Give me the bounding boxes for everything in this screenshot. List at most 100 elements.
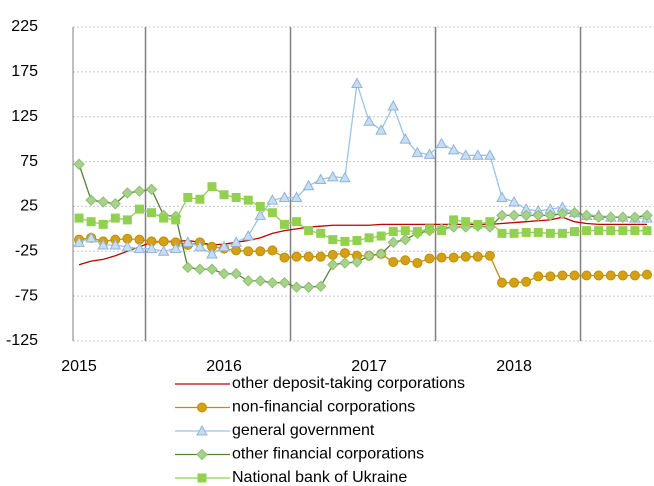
data-point [484,149,496,160]
y-tick-label: 225 [11,18,38,35]
data-point [195,194,205,204]
data-point [266,276,279,289]
data-point [243,246,254,257]
data-point [121,240,134,252]
y-tick-label: 175 [11,63,38,80]
data-point [509,277,520,288]
data-point [302,281,315,293]
data-point [109,198,122,210]
data-point [617,211,629,223]
data-point [302,179,315,191]
data-point [351,77,363,89]
data-point [557,228,567,238]
data-point [568,207,581,219]
data-point [231,245,242,256]
data-point [169,242,182,254]
data-point [399,233,412,246]
data-point [243,195,253,205]
y-tick-label: -125 [6,332,38,349]
data-point [376,231,386,241]
data-point [437,226,447,236]
data-point [436,252,447,263]
data-point [171,215,181,225]
data-point [533,271,544,282]
data-point [375,124,387,135]
data-point [448,252,459,263]
data-point [242,230,255,241]
data-point [473,219,483,229]
data-point [147,208,157,218]
data-point [532,209,544,222]
data-point [606,226,616,236]
data-point [290,191,303,202]
data-point [544,209,557,222]
data-point [569,227,579,237]
data-point [594,226,604,236]
x-tick-label: 2017 [351,358,387,375]
data-point [279,252,290,263]
data-point [508,195,520,207]
data-point [556,207,569,220]
y-tick-label: -75 [15,287,38,304]
data-point [484,250,495,261]
legend-label: general government [232,422,375,439]
data-point [181,236,194,247]
data-point [194,263,206,275]
data-point [134,204,144,214]
legend-label: National bank of Ukraine [232,469,407,486]
data-point [327,249,338,260]
data-point [97,238,110,250]
data-point [339,248,350,259]
x-tick-label: 2015 [61,358,97,375]
data-point [471,149,484,160]
data-point [194,240,206,252]
data-point [460,251,471,262]
data-point [86,217,96,227]
data-point [206,247,218,259]
data-point [231,192,241,202]
x-tick-label: 2018 [496,358,532,375]
data-point [291,251,302,262]
data-point [520,209,532,222]
data-point [340,236,350,246]
data-point [219,190,229,200]
data-point [521,276,532,287]
data-point [424,224,434,234]
legend-marker [196,448,208,461]
data-point [207,182,217,192]
data-point [629,270,640,281]
data-point [496,191,508,202]
data-point [145,242,158,254]
data-point [497,228,507,238]
y-tick-label: 25 [20,198,38,215]
data-point [435,137,448,149]
data-point [557,270,568,281]
data-point [242,275,254,287]
data-point [630,226,640,236]
data-point [267,208,277,218]
data-point [303,251,314,262]
data-point [449,215,459,225]
data-point [569,270,580,281]
x-tick-label: 2016 [206,358,242,375]
data-point [326,170,339,182]
legend-marker [197,473,207,483]
data-point [278,276,291,289]
data-point [400,226,410,236]
data-point [351,256,363,268]
data-point [183,192,193,202]
data-point [254,209,267,220]
data-point [581,270,592,281]
data-point [230,268,242,280]
data-point [605,270,616,281]
series-line [78,83,647,255]
data-point [509,228,519,238]
data-point [387,99,400,111]
data-point [327,259,339,271]
data-point [314,173,327,185]
data-point [218,268,230,280]
data-point [206,263,218,275]
data-point [496,277,507,288]
y-tick-label: 125 [11,108,38,125]
